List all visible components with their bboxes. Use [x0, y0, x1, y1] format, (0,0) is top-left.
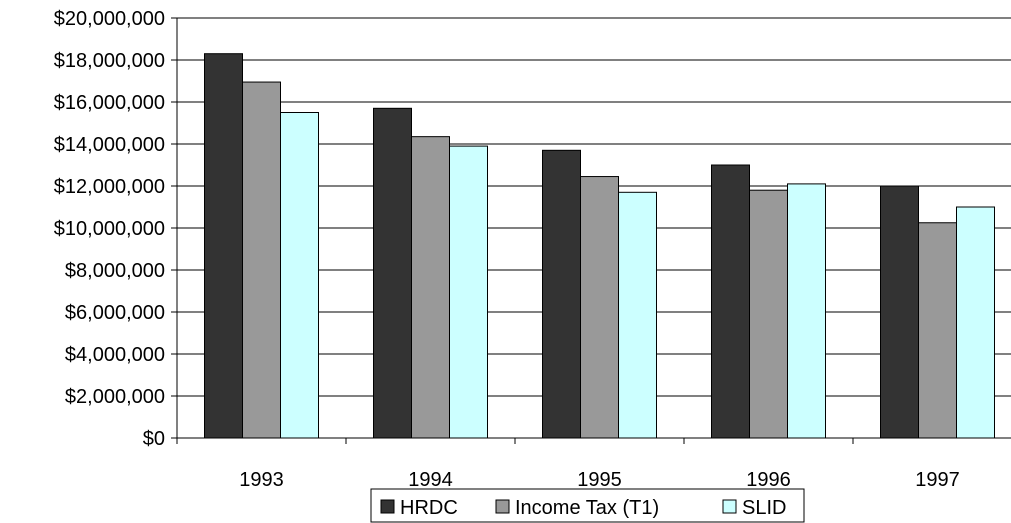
legend-label: Income Tax (T1): [515, 497, 659, 519]
bar-income-tax-t1-1993: [242, 81, 281, 439]
y-tick-label: $8,000,000: [65, 260, 165, 282]
bar-slid-1995: [618, 191, 657, 439]
bars: [204, 53, 995, 439]
legend-swatch: [722, 499, 737, 514]
x-tick-label: 1997: [915, 469, 960, 491]
y-tick-labels: $0 $2,000,000 $4,000,000 $6,000,000 $8,000,0…: [54, 8, 165, 450]
x-tick-label: 1995: [577, 469, 622, 491]
y-tick-label: $16,000,000: [54, 92, 165, 114]
bar-income-tax-t1-1995: [580, 176, 619, 439]
legend-swatch: [380, 499, 395, 514]
bar-hrdc-1996: [711, 164, 750, 439]
bar-income-tax-t1-1996: [749, 189, 788, 439]
x-tick-label: 1994: [408, 469, 453, 491]
x-tick-label: 1993: [239, 469, 284, 491]
legend: HRDC Income Tax (T1) SLID: [370, 488, 805, 523]
y-tick-label: $6,000,000: [65, 302, 165, 324]
y-tick-label: $12,000,000: [54, 176, 165, 198]
x-tick-label: 1996: [746, 469, 791, 491]
bar-income-tax-t1-1997: [918, 222, 957, 439]
legend-swatch: [495, 499, 510, 514]
y-tick-label: $18,000,000: [54, 50, 165, 72]
x-tick-labels: 1993 1994 1995 1996 1997: [239, 469, 960, 491]
bar-hrdc-1994: [373, 107, 412, 439]
y-tick-label: $10,000,000: [54, 218, 165, 240]
y-tick-label: $2,000,000: [65, 386, 165, 408]
bar-income-tax-t1-1994: [411, 136, 450, 439]
bar-hrdc-1995: [542, 149, 581, 439]
y-tick-label: $0: [143, 428, 165, 450]
legend-label: HRDC: [400, 497, 458, 519]
axes: [171, 17, 1011, 444]
bar-slid-1997: [956, 206, 995, 439]
bar-hrdc-1993: [204, 53, 243, 439]
bar-hrdc-1997: [880, 185, 919, 439]
bar-slid-1994: [449, 145, 488, 439]
y-tick-label: $14,000,000: [54, 134, 165, 156]
y-tick-label: $4,000,000: [65, 344, 165, 366]
bar-slid-1996: [787, 183, 826, 439]
bar-slid-1993: [280, 112, 319, 439]
y-tick-label: $20,000,000: [54, 8, 165, 30]
legend-label: SLID: [742, 497, 786, 519]
